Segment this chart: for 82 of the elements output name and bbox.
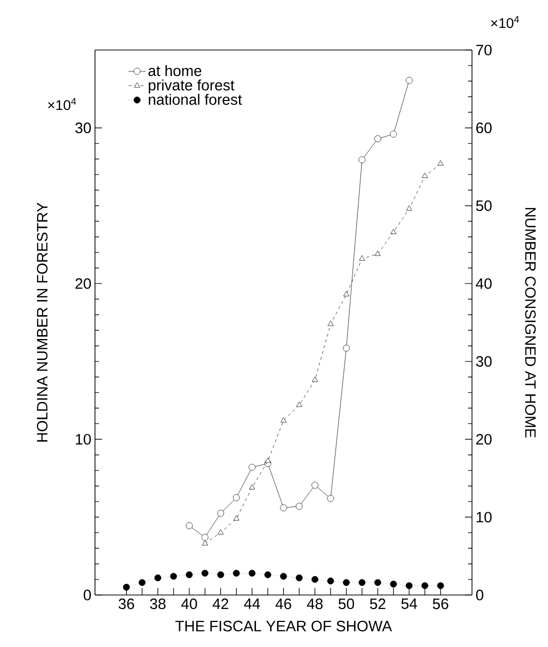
legend-label: private forest [148,79,234,94]
x-tick-label: 36 [118,598,134,610]
point [421,582,428,590]
point [217,571,224,578]
point [342,344,350,352]
point [232,570,240,577]
y2-tick-label: 10 [476,512,492,522]
point [202,534,208,541]
x-tick-label: 44 [244,598,260,609]
point [186,522,193,530]
point [312,482,318,489]
point [138,579,146,586]
point [217,510,224,517]
legend-label: at home [148,65,202,76]
x-tick-label: 52 [370,598,386,610]
point [390,130,397,138]
point [248,570,256,577]
y2-tick-label: 50 [476,200,492,212]
point [374,579,382,586]
legend-label: national forest [148,94,242,105]
text: ×10$^{4}$ [48,98,76,110]
point [374,135,382,142]
text: ×10$^{4}$ [491,16,520,28]
point [343,291,350,296]
point [186,571,193,578]
point [438,160,444,166]
y2-tick-label: 70 [476,44,492,56]
point [264,458,271,463]
point [422,172,428,178]
y2-tick-label: 60 [476,122,492,134]
x-tick-label: 48 [306,598,323,610]
point [328,320,334,326]
y2-tick-label: 20 [476,434,492,445]
x-tick-label: 38 [150,598,166,610]
y-tick-label: 20 [76,278,91,289]
y2-tick-label: 30 [476,356,492,367]
y2-tick-label: 0 [476,590,484,600]
y2-tick-label: 40 [476,278,492,289]
x-tick-label: 46 [276,598,292,610]
point [327,578,334,584]
x-axis-title: THE FISCAL YEAR OF SHOWA [175,620,392,632]
point [248,464,256,471]
x-tick-label: 56 [432,598,448,610]
point [359,255,366,260]
point [218,529,224,535]
y2-axis-title: NUMBER CONSIGNED AT HOME [525,208,536,438]
point [296,574,303,582]
y-axis-title: HOLDINA NUMBER IN FORESTRY [36,202,48,442]
y-tick-label: 10 [76,434,91,445]
point [233,515,240,520]
point [249,484,256,490]
point [202,570,208,577]
x-tick-label: 54 [401,598,418,609]
point [327,495,334,502]
point [296,502,303,510]
point [374,250,381,256]
point [154,574,162,582]
y-tick-label: 0 [84,590,91,600]
point [390,228,396,234]
point [202,540,208,546]
point [312,376,318,382]
point [296,402,302,407]
x-tick-label: 40 [181,598,197,610]
point [406,582,413,590]
point [358,579,366,586]
point [406,205,412,211]
x-tick-label: 42 [212,598,228,609]
point [390,580,397,588]
point [312,576,318,583]
point [232,494,240,502]
point [280,572,287,580]
point [170,572,177,580]
point [123,584,130,591]
point [406,76,413,84]
y-tick-label: 30 [75,122,91,134]
x-tick-label: 50 [338,598,354,610]
point [358,156,366,164]
point [280,504,287,512]
point [264,571,272,578]
point [342,579,350,586]
point [437,582,444,590]
point [280,417,286,422]
